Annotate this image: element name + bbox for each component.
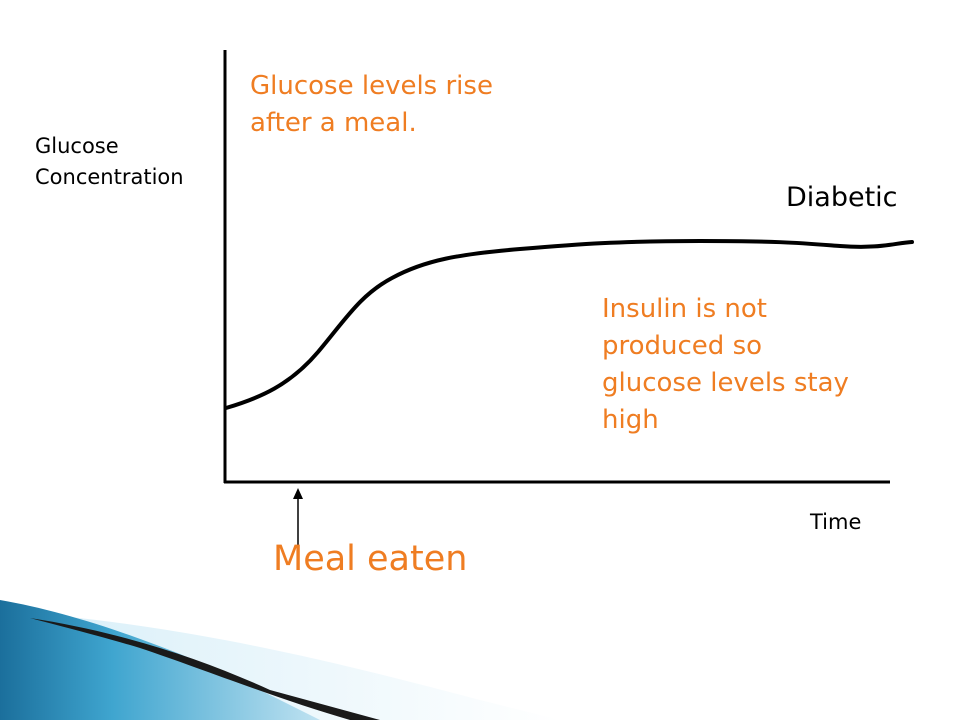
annotation-glucose-rise: Glucose levels rise after a meal.: [250, 68, 493, 142]
annotation-insulin-line-2: produced so: [602, 331, 763, 361]
annotation-insulin-line-3: glucose levels stay: [602, 368, 849, 398]
annotation-insulin-not-produced: Insulin is not produced so glucose level…: [602, 291, 849, 439]
annotation-glucose-rise-line-1: Glucose levels rise: [250, 71, 493, 101]
decorative-swoosh: [0, 600, 560, 720]
annotation-insulin-line-1: Insulin is not: [602, 294, 767, 324]
y-axis-label-line-2: Concentration: [35, 165, 184, 189]
annotation-insulin-line-4: high: [602, 405, 659, 435]
swoosh-dark-stroke: [30, 618, 380, 720]
y-axis-label: Glucose Concentration: [35, 131, 184, 193]
x-axis-label: Time: [810, 510, 862, 534]
diabetic-curve: [224, 238, 914, 410]
annotation-glucose-rise-line-2: after a meal.: [250, 108, 417, 138]
curve-label-diabetic: Diabetic: [786, 182, 898, 213]
y-axis-label-line-1: Glucose: [35, 134, 119, 158]
meal-eaten-arrow: [293, 488, 303, 545]
meal-eaten-label: Meal eaten: [273, 539, 468, 579]
